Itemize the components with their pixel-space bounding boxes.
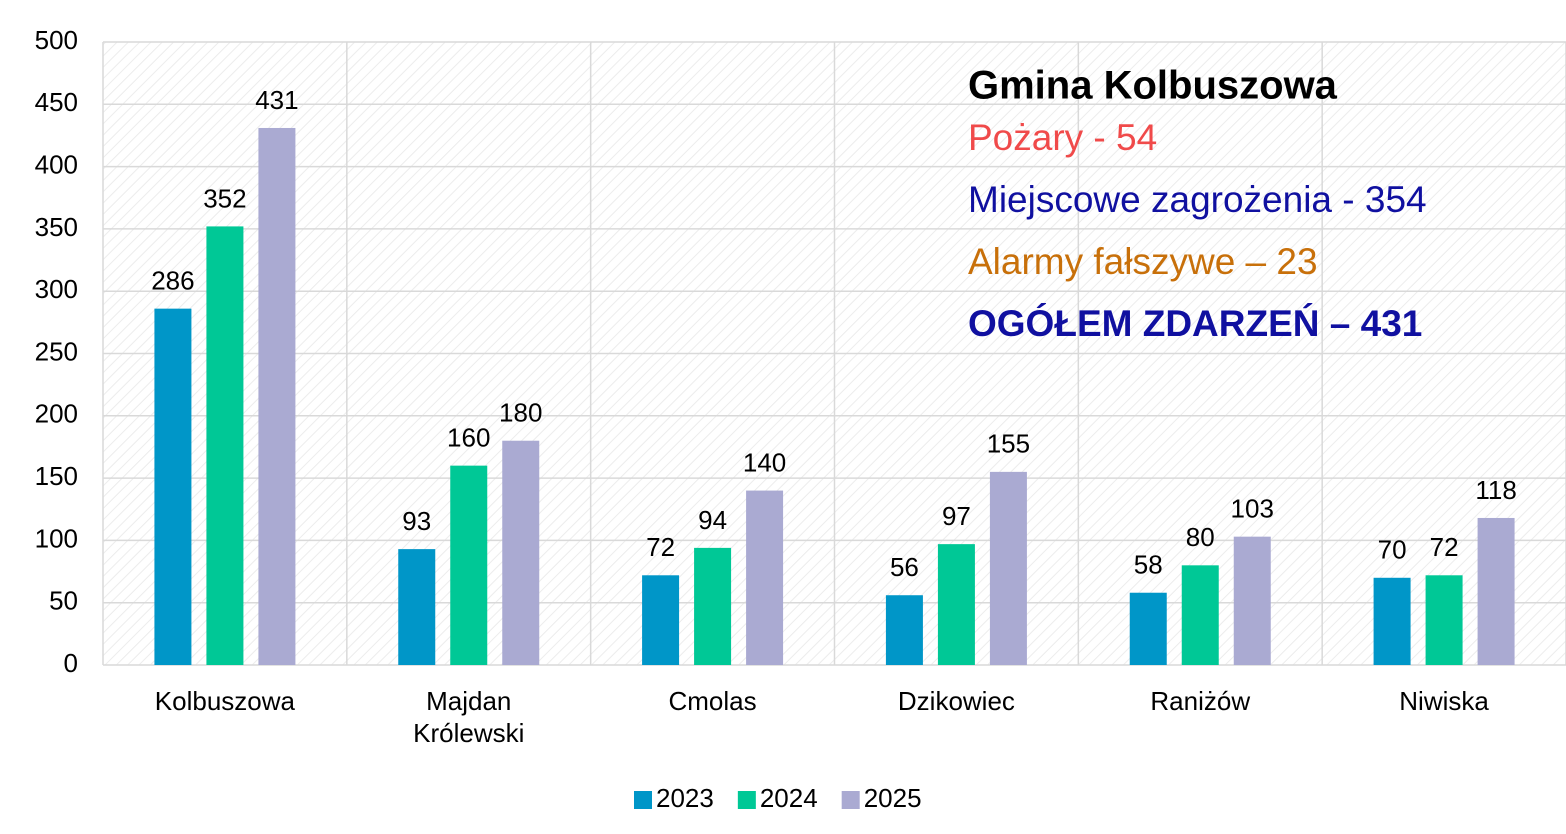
y-tick-label: 450 xyxy=(35,87,78,117)
data-label: 94 xyxy=(698,505,727,535)
bar xyxy=(1129,592,1167,665)
annotation-line: Pożary - 54 xyxy=(968,117,1157,158)
x-tick-label: Majdan Królewski xyxy=(413,686,525,748)
bar xyxy=(398,549,436,665)
x-tick-label: Raniżów xyxy=(1150,686,1251,716)
data-label: 80 xyxy=(1186,522,1215,552)
bar xyxy=(1477,517,1515,665)
data-label: 180 xyxy=(499,398,542,428)
data-label: 97 xyxy=(942,501,971,531)
bar xyxy=(1425,575,1463,665)
annotation-line: Miejscowe zagrożenia - 354 xyxy=(968,179,1427,220)
data-label: 286 xyxy=(151,266,194,296)
bar xyxy=(1373,577,1411,665)
legend-swatch xyxy=(634,791,652,809)
x-tick-label: Cmolas xyxy=(668,686,757,716)
bar xyxy=(694,547,732,665)
y-tick-label: 200 xyxy=(35,399,78,429)
bar xyxy=(642,575,680,665)
x-tick-label: Dzikowiec xyxy=(897,686,1015,716)
data-label: 431 xyxy=(255,85,298,115)
data-label: 58 xyxy=(1134,550,1163,580)
data-label: 70 xyxy=(1378,535,1407,565)
y-tick-label: 500 xyxy=(35,25,78,55)
x-tick-label: Kolbuszowa xyxy=(154,686,295,716)
data-label: 160 xyxy=(447,423,490,453)
data-label: 352 xyxy=(203,183,246,213)
data-label: 155 xyxy=(987,429,1030,459)
y-tick-label: 100 xyxy=(35,523,78,553)
y-tick-label: 400 xyxy=(35,149,78,179)
bar xyxy=(989,471,1027,665)
bar xyxy=(450,465,488,665)
x-tick-label: Niwiska xyxy=(1399,686,1489,716)
annotation-line: Alarmy fałszywe – 23 xyxy=(968,241,1318,282)
y-tick-label: 50 xyxy=(49,586,78,616)
bar xyxy=(1233,536,1271,665)
bar xyxy=(502,440,540,665)
data-label: 72 xyxy=(1430,532,1459,562)
legend-swatch xyxy=(737,791,756,809)
bar xyxy=(746,490,784,665)
data-label: 140 xyxy=(743,447,786,477)
data-label: 103 xyxy=(1231,494,1274,524)
annotation-title: Gmina Kolbuszowa xyxy=(968,64,1338,108)
data-label: 118 xyxy=(1475,475,1516,505)
bar xyxy=(885,595,923,665)
legend-label: 2023 xyxy=(656,783,714,813)
y-tick-label: 350 xyxy=(35,212,78,242)
data-label: 93 xyxy=(402,506,431,536)
data-label: 72 xyxy=(646,532,675,562)
legend-swatch xyxy=(841,791,860,809)
bar xyxy=(206,226,244,665)
bar xyxy=(1181,565,1219,665)
bar xyxy=(937,544,975,665)
y-tick-label: 150 xyxy=(35,461,78,491)
bar xyxy=(154,308,192,665)
y-tick-label: 300 xyxy=(35,274,78,304)
bar xyxy=(258,127,296,665)
legend-label: 2025 xyxy=(864,783,922,813)
legend-label: 2024 xyxy=(760,783,818,813)
annotation-line: OGÓŁEM ZDARZEŃ – 431 xyxy=(968,302,1422,344)
y-tick-label: 250 xyxy=(35,336,78,366)
y-tick-label: 0 xyxy=(64,648,78,678)
data-label: 56 xyxy=(890,552,919,582)
